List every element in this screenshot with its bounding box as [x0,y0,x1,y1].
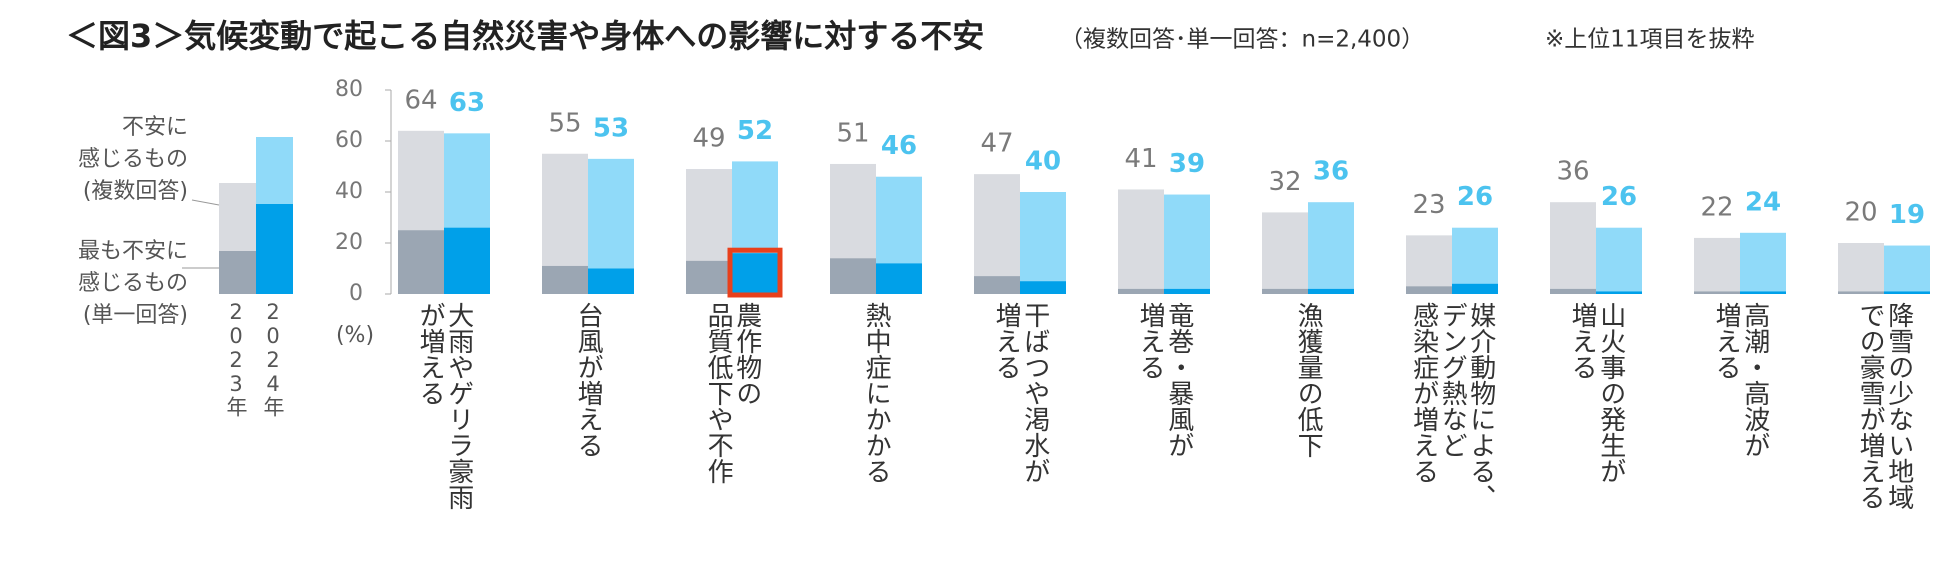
note: ※上位11項目を抜粋 [1545,27,1755,53]
bar [974,174,1020,294]
value-label: 52 [737,116,773,146]
value-label: 23 [1412,190,1445,220]
bar [830,258,876,294]
x-tick-label: 降雪の少ない地域 での豪雪が増える [1855,302,1914,510]
value-label: 36 [1556,157,1589,187]
value-label: 20 [1844,198,1877,228]
bar [1740,232,1786,294]
bar [1118,288,1164,294]
legend-year: 2023年 [224,300,248,417]
subtitle: （複数回答･単一回答：n=2,400） [1060,27,1424,53]
value-label: 64 [404,85,437,115]
value-label: 26 [1457,182,1493,212]
x-tick-label: 干ばつや渇水が 増える [991,302,1050,484]
bar [1262,288,1308,294]
x-tick-label: 竜巻・暴風が 増える [1135,302,1194,458]
y-tick-label: 0 [349,281,363,306]
value-label: 63 [449,88,485,118]
value-label: 24 [1745,187,1781,217]
bar [1164,194,1210,294]
chart-title: ＜図3＞気候変動で起こる自然災害や身体への影響に対する不安 [66,17,984,55]
x-tick-label: 高潮・高波が 増える [1711,302,1770,458]
y-axis-label: (%) [336,323,374,348]
legend-swatch [219,251,256,294]
value-label: 19 [1889,200,1925,230]
bar [732,253,778,294]
bar [686,260,732,294]
bar [1262,212,1308,294]
leader-line [191,199,220,206]
bar [1164,288,1210,294]
y-tick-label: 60 [335,128,363,153]
value-label: 40 [1025,147,1061,177]
value-label: 41 [1124,144,1157,174]
x-tick-label: 媒介動物による、 デング熱など 感染症が増える [1408,302,1496,510]
x-tick-label: 大雨やゲリラ豪雨 が増える [415,302,474,510]
value-label: 39 [1169,149,1205,179]
value-label: 55 [548,108,581,138]
bar [876,263,922,294]
bar [1452,283,1498,294]
bar [1884,245,1930,294]
y-tick-label: 20 [335,230,363,255]
bar [1694,237,1740,294]
value-label: 47 [980,129,1013,159]
bar [588,268,634,294]
bar [1596,227,1642,294]
value-label: 22 [1700,192,1733,222]
x-tick-label: 農作物の 品質低下や不作 [703,302,762,484]
bar [398,230,444,294]
highlight-box [727,247,783,298]
bar [1020,192,1066,294]
y-tick-label: 40 [335,179,363,204]
bar [1740,291,1786,294]
value-label: 46 [881,131,917,161]
bar [1118,189,1164,294]
bar [1406,235,1452,294]
legend-year: 2024年 [261,300,285,417]
legend-single: 最も不安に 感じるもの (単一回答) [77,239,188,328]
bar [1838,291,1884,294]
x-tick-label: 山火事の発生が 増える [1567,302,1626,484]
value-label: 32 [1268,167,1301,197]
value-label: 51 [836,118,869,148]
bar [1020,281,1066,294]
value-label: 26 [1601,182,1637,212]
bar [444,227,490,294]
bar [1406,286,1452,294]
value-label: 53 [593,113,629,143]
bar [974,276,1020,294]
x-tick-label: 台風が増える [573,302,604,458]
bar [1308,202,1354,294]
bar [1838,243,1884,294]
bar [1694,291,1740,294]
bar [1308,288,1354,294]
bar [1884,291,1930,294]
bar [1550,288,1596,294]
bar [542,265,588,294]
value-label: 49 [692,124,725,154]
bar [1550,202,1596,294]
x-tick-label: 熱中症にかかる [861,302,892,484]
x-tick-label: 漁獲量の低下 [1293,302,1324,458]
bar [1452,227,1498,294]
legend-swatch [256,204,293,294]
bar [1596,291,1642,294]
y-tick-label: 80 [335,77,363,102]
value-label: 36 [1313,157,1349,187]
legend-multi: 不安に 感じるもの (複数回答) [77,115,188,204]
